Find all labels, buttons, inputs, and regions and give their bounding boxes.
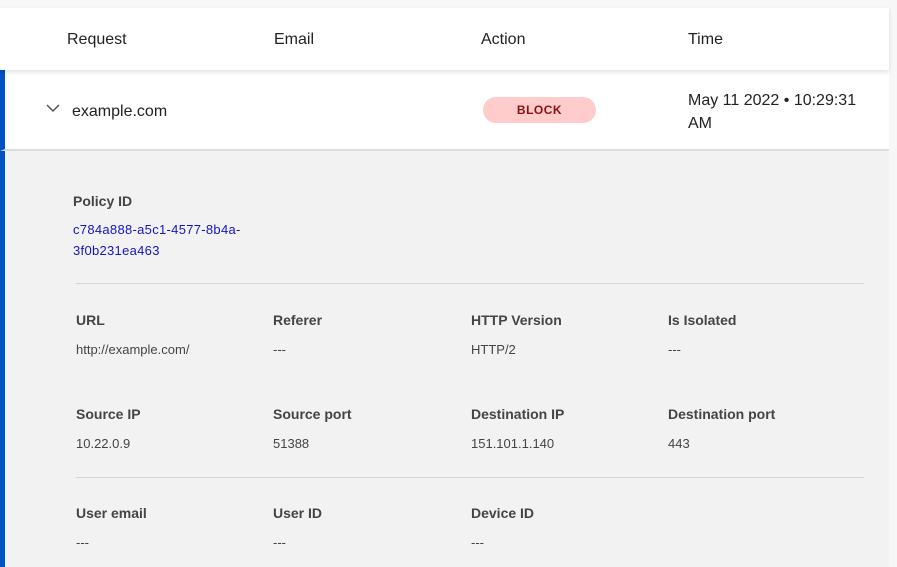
field-label: User email bbox=[76, 505, 147, 521]
field-label: Device ID bbox=[471, 505, 535, 521]
action-badge: BLOCK bbox=[483, 97, 596, 123]
field-label: HTTP Version bbox=[471, 312, 562, 328]
field-label: Is Isolated bbox=[668, 312, 737, 328]
table-header: Request Email Action Time bbox=[0, 8, 889, 70]
field-label: Source port bbox=[273, 406, 352, 422]
column-email[interactable]: Email bbox=[274, 31, 315, 48]
request-host: example.com bbox=[72, 103, 168, 120]
request-time: May 11 2022 • 10:29:31 AM bbox=[688, 92, 857, 132]
field-value: --- bbox=[76, 535, 89, 550]
column-action[interactable]: Action bbox=[481, 31, 526, 48]
field-label: Destination port bbox=[668, 406, 776, 422]
field-value: --- bbox=[273, 342, 286, 357]
table-row[interactable]: example.com BLOCK May 11 2022 • 10:29:31… bbox=[0, 70, 889, 151]
field-label: Destination IP bbox=[471, 406, 565, 422]
field-value: 443 bbox=[668, 436, 690, 451]
divider bbox=[76, 477, 864, 478]
field-value: 10.22.0.9 bbox=[76, 436, 131, 451]
field-value: --- bbox=[668, 342, 681, 357]
field-value: 51388 bbox=[273, 436, 310, 451]
divider bbox=[76, 283, 864, 284]
chevron-down-icon[interactable] bbox=[45, 102, 61, 114]
column-request[interactable]: Request bbox=[67, 31, 127, 48]
field-label: URL bbox=[76, 312, 105, 328]
field-label: Referer bbox=[273, 312, 323, 328]
details-panel: Policy ID c784a888-a5c1-4577-8b4a-3f0b23… bbox=[0, 151, 889, 567]
field-value: HTTP/2 bbox=[471, 342, 516, 357]
field-label: User ID bbox=[273, 505, 323, 521]
field-value: --- bbox=[471, 535, 484, 550]
field-value: 151.101.1.140 bbox=[471, 436, 555, 451]
column-time[interactable]: Time bbox=[688, 31, 723, 48]
policy-id-link[interactable]: c784a888-a5c1-4577-8b4a-3f0b231ea463 bbox=[73, 222, 241, 258]
field-value: --- bbox=[273, 535, 286, 550]
field-value: http://example.com/ bbox=[76, 342, 190, 357]
policy-id-label: Policy ID bbox=[73, 193, 133, 209]
field-label: Source IP bbox=[76, 406, 141, 422]
